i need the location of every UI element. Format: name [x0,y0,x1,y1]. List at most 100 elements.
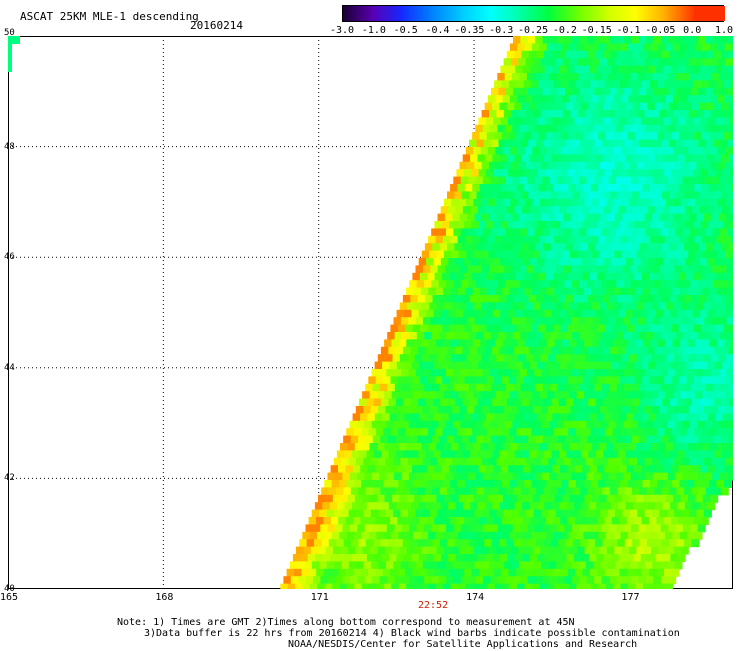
swath-cell [494,132,502,140]
swath-cell [359,399,367,407]
swath-cell [729,295,734,303]
swath-cell [380,436,388,444]
swath-cell [591,480,599,488]
swath-cell [542,125,550,133]
swath-cell [508,310,516,318]
swath-cell [717,147,725,155]
swath-cell [714,51,722,59]
swath-cell [587,280,595,288]
swath-cell [680,443,688,451]
swath-cell [532,339,540,347]
swath-cell [680,184,688,192]
swath-cell [656,517,664,525]
swath-cell [668,280,676,288]
swath-cell [631,125,639,133]
swath-cell [589,554,597,562]
swath-cell [643,236,651,244]
swath-cell [401,561,409,569]
swath-cell [677,51,685,59]
swath-cell [548,58,556,66]
swath-cell [454,191,462,199]
swath-cell [584,43,592,51]
swath-cell [718,251,726,259]
swath-cell [538,413,546,421]
swath-cell [593,406,601,414]
swath-cell [493,258,501,266]
swath-cell [437,354,445,362]
swath-cell [694,325,702,333]
swath-cell [632,436,640,444]
swath-cell [624,177,632,185]
swath-cell [684,140,692,148]
swath-cell [732,147,733,155]
color-scale-segment [372,6,403,21]
swath-cell [663,554,671,562]
swath-cell [578,58,586,66]
swath-cell [678,206,686,214]
swath-cell [522,51,530,59]
swath-cell [588,191,596,199]
swath-cell [661,332,669,340]
swath-cell [558,436,566,444]
swath-cell [616,280,624,288]
swath-cell [579,280,587,288]
swath-cell [708,362,716,370]
color-scale-label: 0.0 [683,26,701,36]
swath-cell [332,584,340,589]
swath-cell [653,73,661,81]
swath-cell [490,473,498,481]
swath-cell [407,547,415,555]
swath-cell [655,295,663,303]
swath-cell [644,547,652,555]
swath-cell [594,576,602,584]
swath-cell [660,510,668,518]
swath-cell [458,339,466,347]
swath-cell [473,236,481,244]
swath-cell [699,51,707,59]
swath-cell [465,428,473,436]
swath-cell [523,273,531,281]
swath-cell [627,465,635,473]
swath-cell [372,524,380,532]
swath-cell [443,428,451,436]
swath-cell [409,280,417,288]
swath-cell [480,132,488,140]
swath-cell [546,480,554,488]
swath-cell [665,428,673,436]
swath-cell [606,147,614,155]
color-scale-label: -3.0 [330,26,354,36]
swath-cell [711,354,719,362]
swath-cell [581,206,589,214]
swath-cell [565,436,573,444]
swath-cell [460,317,468,325]
swath-cell [536,436,544,444]
swath-cell [431,317,439,325]
swath-cell [415,302,423,310]
swath-cell [587,384,595,392]
swath-cell [510,584,518,589]
swath-cell [379,421,387,429]
swath-cell [412,273,420,281]
swath-cell [564,177,572,185]
swath-cell [488,443,496,451]
swath-cell [489,162,497,170]
swath-cell [549,317,557,325]
swath-cell [407,391,415,399]
swath-cell [451,199,459,207]
swath-cell [621,236,629,244]
swath-cell [553,325,561,333]
swath-cell [729,347,733,355]
swath-cell [713,140,721,148]
swath-cell [533,547,541,555]
swath-cell [695,495,703,503]
swath-cell [392,339,400,347]
swath-cell [680,95,688,103]
swath-cell [475,317,483,325]
swath-cell [388,539,396,547]
swath-cell [726,354,733,362]
swath-cell [648,258,656,266]
swath-cell [667,265,675,273]
swath-cell [647,243,655,251]
swath-cell [620,184,628,192]
swath-cell [345,554,353,562]
